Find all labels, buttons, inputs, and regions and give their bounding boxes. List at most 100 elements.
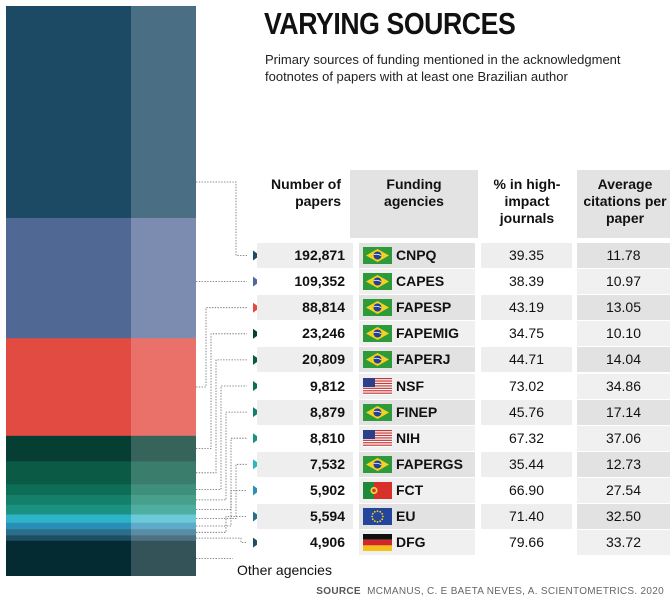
brazil-flag-icon bbox=[363, 351, 392, 369]
bar-segment-fapergs bbox=[6, 514, 131, 524]
connector-faperj bbox=[196, 359, 247, 474]
brazil-flag-icon bbox=[363, 403, 392, 421]
avg-citations: 11.78 bbox=[577, 243, 670, 268]
avg-citations: 33.72 bbox=[577, 530, 670, 556]
bar-segment-light-fct bbox=[131, 522, 196, 530]
agency-cell: EU bbox=[359, 504, 475, 529]
papers-count: 7,532 bbox=[257, 451, 353, 477]
bar-segment-light-fapergs bbox=[131, 514, 196, 524]
usa-flag-icon bbox=[363, 429, 392, 447]
avg-citations: 32.50 bbox=[577, 504, 670, 529]
papers-count: 4,906 bbox=[257, 530, 353, 556]
brazil-flag-icon bbox=[363, 299, 392, 317]
bar-segment-capes bbox=[6, 218, 131, 339]
brazil-flag-icon bbox=[363, 325, 392, 343]
high-impact-pct: 45.76 bbox=[481, 399, 572, 425]
table-row-nih: 8,810 NIH 67.32 37.06 bbox=[257, 425, 670, 451]
avg-citations: 27.54 bbox=[577, 477, 670, 503]
avg-citations: 12.73 bbox=[577, 451, 670, 477]
source-note: SOURCE MCMANUS, C. E BAETA NEVES, A. SCI… bbox=[316, 586, 664, 597]
connector-dfg bbox=[196, 537, 247, 543]
header-bg-agency bbox=[350, 170, 478, 238]
connector-nih bbox=[196, 437, 247, 510]
agency-name: EU bbox=[396, 508, 416, 524]
high-impact-pct: 43.19 bbox=[481, 295, 572, 321]
agency-name: CAPES bbox=[396, 273, 445, 290]
agency-name: CNPQ bbox=[396, 247, 437, 263]
bar-segment-fct bbox=[6, 522, 131, 530]
agency-cell: FAPERJ bbox=[359, 347, 475, 373]
avg-citations: 17.14 bbox=[577, 399, 670, 425]
avg-citations: 13.05 bbox=[577, 295, 670, 321]
bar-segment-cnpq bbox=[6, 6, 131, 219]
agency-cell: CNPQ bbox=[359, 243, 475, 268]
bar-segment-fapemig bbox=[6, 435, 131, 462]
table-row-fapergs: 7,532 FAPERGS 35.44 12.73 bbox=[257, 451, 670, 477]
agency-name: NIH bbox=[396, 429, 421, 446]
connector-fapesp bbox=[196, 307, 247, 388]
avg-citations: 10.10 bbox=[577, 321, 670, 347]
funding-share-bar bbox=[6, 6, 196, 576]
table-row-finep: 8,879 FINEP 45.76 17.14 bbox=[257, 399, 670, 425]
source-text: MCMANUS, C. E BAETA NEVES, A. SCIENTOMET… bbox=[367, 586, 664, 597]
papers-count: 8,879 bbox=[257, 399, 353, 425]
high-impact-pct: 67.32 bbox=[481, 425, 572, 451]
table-row-faperj: 20,809 FAPERJ 44.71 14.04 bbox=[257, 347, 670, 373]
bar-segment-light-fapesp bbox=[131, 338, 196, 437]
chart-subtitle: Primary sources of funding mentioned in … bbox=[265, 52, 621, 84]
agency-cell: FCT bbox=[359, 477, 475, 503]
high-impact-pct: 71.40 bbox=[481, 504, 572, 529]
papers-count: 88,814 bbox=[257, 295, 353, 321]
agency-cell: DFG bbox=[359, 530, 475, 556]
table-row-fapesp: 88,814 FAPESP 43.19 13.05 bbox=[257, 295, 670, 321]
agency-name: NSF bbox=[396, 377, 424, 394]
bar-segment-fapesp bbox=[6, 338, 131, 437]
bar-segment-light-cnpq bbox=[131, 6, 196, 219]
agency-name: FAPERGS bbox=[396, 455, 463, 472]
agency-name: FCT bbox=[396, 481, 424, 498]
bar-segment-light-other bbox=[131, 540, 196, 576]
bar-segment-dfg bbox=[6, 535, 131, 542]
agency-cell: FAPESP bbox=[359, 295, 475, 321]
high-impact-pct: 35.44 bbox=[481, 451, 572, 477]
bar-segment-light-capes bbox=[131, 218, 196, 339]
papers-count: 5,594 bbox=[257, 504, 353, 529]
avg-citations: 10.97 bbox=[577, 269, 670, 295]
bar-segment-eu bbox=[6, 529, 131, 536]
header-agency: Funding agencies bbox=[384, 176, 444, 209]
germany-flag-icon bbox=[363, 534, 392, 552]
bar-segment-nsf bbox=[6, 484, 131, 496]
high-impact-pct: 73.02 bbox=[481, 373, 572, 399]
table-row-fct: 5,902 FCT 66.90 27.54 bbox=[257, 477, 670, 503]
chart-title: VARYING SOURCES bbox=[264, 6, 516, 41]
high-impact-pct: 79.66 bbox=[481, 530, 572, 556]
high-impact-pct: 66.90 bbox=[481, 477, 572, 503]
bar-segment-other bbox=[6, 540, 131, 576]
bar-segment-light-fapemig bbox=[131, 435, 196, 462]
brazil-flag-icon bbox=[363, 455, 392, 473]
table-row-dfg: 4,906 DFG 79.66 33.72 bbox=[257, 530, 670, 556]
connector-eu bbox=[196, 516, 247, 533]
bar-segment-light-finep bbox=[131, 495, 196, 506]
agency-cell: NSF bbox=[359, 373, 475, 399]
usa-flag-icon bbox=[363, 377, 392, 395]
high-impact-pct: 38.39 bbox=[481, 269, 572, 295]
brazil-flag-icon bbox=[363, 273, 392, 291]
bar-segment-light-dfg bbox=[131, 535, 196, 542]
papers-count: 192,871 bbox=[257, 243, 353, 268]
agency-cell: NIH bbox=[359, 425, 475, 451]
header-papers: Number of papers bbox=[271, 176, 341, 209]
table-row-nsf: 9,812 NSF 73.02 34.86 bbox=[257, 373, 670, 399]
brazil-flag-icon bbox=[363, 247, 392, 264]
agency-cell: FAPERGS bbox=[359, 451, 475, 477]
connector-finep bbox=[196, 411, 247, 501]
bar-segment-light-nih bbox=[131, 504, 196, 515]
agency-name: FAPEMIG bbox=[396, 325, 460, 342]
high-impact-pct: 39.35 bbox=[481, 243, 572, 268]
papers-count: 23,246 bbox=[257, 321, 353, 347]
papers-count: 5,902 bbox=[257, 477, 353, 503]
connector-fapemig bbox=[196, 333, 247, 449]
bar-segment-light-eu bbox=[131, 529, 196, 536]
bar-segment-light-nsf bbox=[131, 484, 196, 496]
header-impact: % in high-impact journals bbox=[493, 176, 561, 226]
